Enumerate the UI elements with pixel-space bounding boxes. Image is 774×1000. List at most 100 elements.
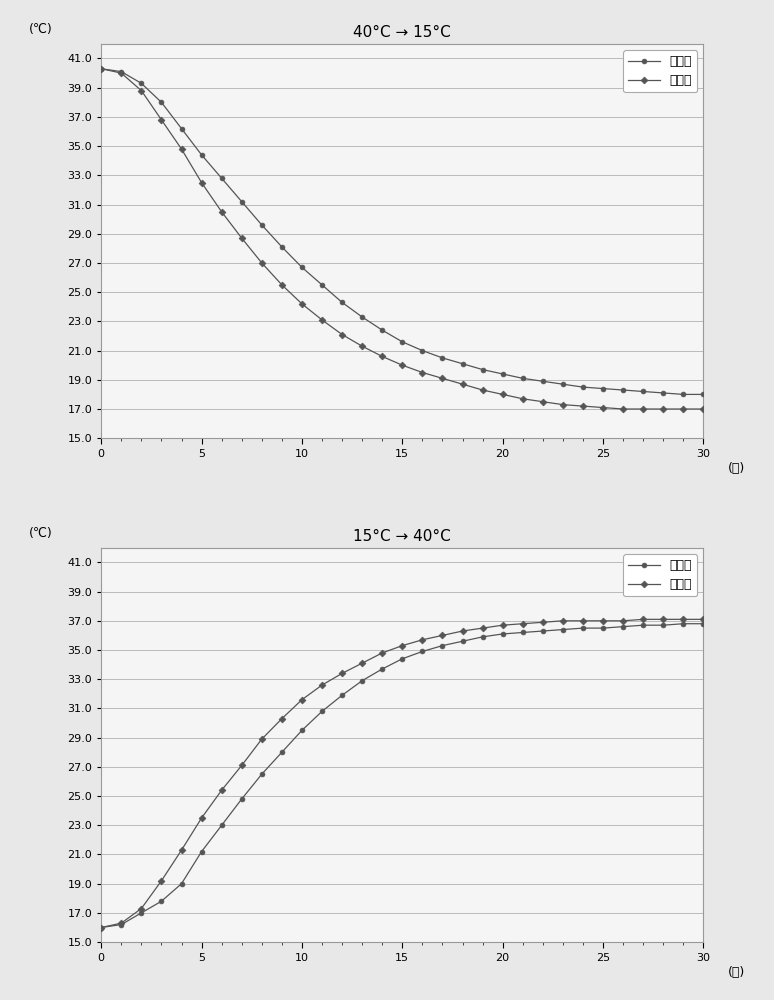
試験品 [639,385,648,397]
比較品 [518,618,527,630]
比較品 [317,314,327,326]
比較品 [438,372,447,384]
試験品 [177,123,187,135]
比較品 [97,63,106,75]
比較品 [378,647,387,659]
比較品 [137,903,146,915]
試験品 [518,626,527,638]
試験品 [117,66,126,78]
試験品 [297,261,307,273]
Legend: 試験品, 比較品: 試験品, 比較品 [623,50,697,92]
比較品 [337,667,347,679]
試験品 [518,372,527,384]
Title: 40°C → 15°C: 40°C → 15°C [354,25,451,40]
試験品 [237,196,246,208]
比較品 [297,694,307,706]
比較品 [157,875,166,887]
試験品 [418,345,427,357]
比較品 [257,257,266,269]
比較品 [558,399,567,411]
試験品 [478,631,488,643]
比較品 [538,616,547,628]
比較品 [618,615,628,627]
試験品 [277,241,286,253]
試験品 [578,622,587,634]
試験品 [317,279,327,291]
試験品 [197,149,206,161]
Text: (分): (分) [728,966,745,979]
比較品 [137,85,146,97]
試験品 [317,705,327,717]
比較品 [679,403,688,415]
試験品 [237,793,246,805]
試験品 [358,675,367,687]
試験品 [157,895,166,907]
比較品 [659,403,668,415]
比較品 [498,388,507,400]
比較品 [257,733,266,745]
比較品 [458,625,467,637]
Text: (分): (分) [728,462,745,475]
比較品 [418,367,427,379]
試験品 [598,622,608,634]
比較品 [117,917,126,929]
試験品 [498,368,507,380]
試験品 [438,640,447,652]
比較品 [518,393,527,405]
比較品 [598,402,608,414]
比較品 [117,67,126,79]
比較品 [659,613,668,625]
比較品 [478,622,488,634]
比較品 [337,329,347,341]
比較品 [699,613,708,625]
比較品 [217,206,226,218]
比較品 [699,403,708,415]
比較品 [558,615,567,627]
試験品 [478,364,488,376]
比較品 [398,640,407,652]
試験品 [337,689,347,701]
試験品 [438,352,447,364]
試験品 [458,358,467,370]
試験品 [699,388,708,400]
Line: 比較品: 比較品 [99,617,706,930]
Legend: 試験品, 比較品: 試験品, 比較品 [623,554,697,596]
比較品 [237,232,246,244]
試験品 [659,387,668,399]
試験品 [418,645,427,657]
試験品 [598,383,608,395]
試験品 [358,311,367,323]
試験品 [378,663,387,675]
Line: 試験品: 試験品 [99,621,706,930]
Title: 15°C → 40°C: 15°C → 40°C [354,529,451,544]
試験品 [197,846,206,858]
比較品 [598,615,608,627]
Line: 試験品: 試験品 [99,66,706,397]
比較品 [438,629,447,641]
比較品 [398,359,407,371]
比較品 [197,177,206,189]
試験品 [699,618,708,630]
比較品 [679,613,688,625]
試験品 [618,384,628,396]
比較品 [217,784,226,796]
試験品 [558,378,567,390]
試験品 [578,381,587,393]
試験品 [458,635,467,647]
比較品 [378,350,387,362]
比較品 [277,279,286,291]
比較品 [277,713,286,725]
試験品 [679,388,688,400]
比較品 [538,396,547,408]
試験品 [117,919,126,931]
比較品 [458,378,467,390]
Text: (℃): (℃) [29,23,53,36]
比較品 [478,384,488,396]
試験品 [639,619,648,631]
比較品 [97,922,106,934]
比較品 [498,619,507,631]
試験品 [558,624,567,636]
比較品 [418,634,427,646]
比較品 [157,114,166,126]
比較品 [578,615,587,627]
